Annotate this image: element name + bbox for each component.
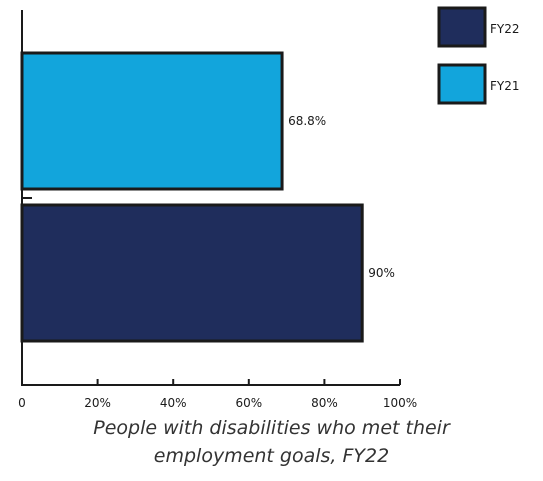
legend-swatch-fy22 xyxy=(437,6,487,48)
x-tick-label: 100% xyxy=(383,396,417,410)
bar-fy22 xyxy=(20,203,364,343)
data-label-fy22: 90% xyxy=(368,266,395,280)
x-tick-label: 20% xyxy=(84,396,111,410)
legend-swatch-fy21 xyxy=(437,63,487,105)
x-tick-label: 40% xyxy=(160,396,187,410)
axes-group xyxy=(21,10,400,386)
x-tick-label: 80% xyxy=(311,396,338,410)
legend-label-fy21: FY21 xyxy=(490,79,520,93)
legend-label-fy22: FY22 xyxy=(490,22,520,36)
data-labels-group: 68.8% 90% xyxy=(288,114,395,280)
x-ticks-group: 0 20% 40% 60% 80% 100% xyxy=(18,379,417,410)
legend: FY22 FY21 xyxy=(437,6,520,105)
bars-group xyxy=(20,51,364,343)
chart-caption: People with disabilities who met their e… xyxy=(0,414,543,470)
caption-line-1: People with disabilities who met their xyxy=(93,417,450,439)
data-label-fy21: 68.8% xyxy=(288,114,326,128)
caption-line-2: employment goals, FY22 xyxy=(153,445,390,467)
x-tick-label: 0 xyxy=(18,396,26,410)
bar-fy21 xyxy=(20,51,284,191)
bar-chart: 0 20% 40% 60% 80% 100% 68.8% 90% FY22 FY21 xyxy=(18,6,520,410)
x-tick-label: 60% xyxy=(235,396,262,410)
